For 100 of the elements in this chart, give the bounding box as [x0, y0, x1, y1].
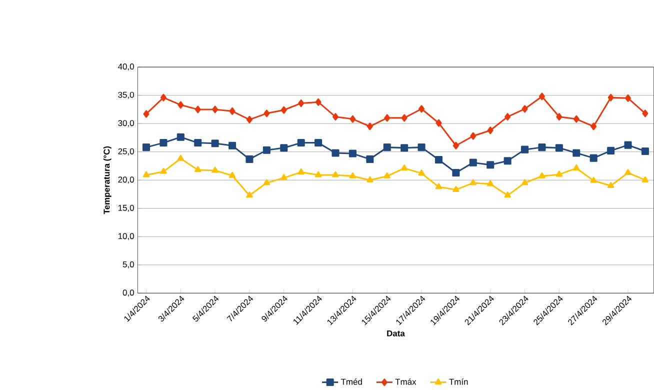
point [590, 176, 597, 183]
point [556, 113, 562, 121]
point [624, 94, 632, 102]
point [435, 183, 442, 190]
point [194, 106, 201, 114]
point [434, 156, 443, 164]
point [538, 92, 545, 100]
point [350, 115, 356, 123]
point [470, 179, 477, 186]
point [590, 154, 598, 162]
point [418, 144, 426, 152]
point [607, 182, 614, 188]
y-tick-label: 25,0 [118, 148, 134, 156]
point [297, 139, 305, 147]
point [418, 105, 425, 113]
point [538, 172, 546, 178]
point [521, 146, 529, 154]
point [177, 154, 184, 161]
point [384, 172, 390, 178]
point [573, 164, 580, 171]
point [522, 105, 528, 113]
point [160, 94, 166, 102]
point [418, 170, 425, 176]
point [160, 168, 167, 174]
point [280, 144, 288, 152]
point [556, 170, 563, 177]
y-tick-label: 0,0 [122, 290, 134, 297]
point [315, 98, 322, 106]
point [573, 115, 580, 123]
point [521, 179, 528, 186]
point [383, 144, 391, 152]
point [538, 144, 546, 152]
point [504, 192, 511, 198]
point [194, 166, 202, 172]
point [143, 110, 150, 118]
point [366, 155, 374, 164]
point [487, 126, 494, 134]
point [211, 140, 219, 148]
point [178, 101, 184, 109]
point [608, 94, 614, 102]
x-axis-title: Data [387, 330, 405, 336]
point [160, 139, 168, 147]
y-tick-label: 35,0 [118, 92, 134, 99]
point [452, 186, 460, 192]
point [332, 171, 339, 178]
point [555, 144, 563, 152]
y-tick-label: 20,0 [118, 176, 134, 184]
point [332, 149, 340, 157]
point [452, 169, 460, 177]
legend-label: Tmáx [395, 378, 416, 385]
point [262, 146, 270, 154]
point [400, 164, 408, 171]
point [142, 171, 150, 178]
point [436, 119, 442, 127]
point [642, 176, 649, 182]
point [504, 113, 511, 121]
point [469, 158, 477, 166]
y-axis-title: Temperatura (°C) [103, 146, 112, 214]
point [642, 110, 648, 118]
point [366, 122, 373, 130]
legend-label: Tmín [449, 378, 468, 385]
point [624, 141, 632, 149]
point [280, 174, 288, 180]
y-tick-label: 10,0 [118, 233, 134, 240]
point [504, 157, 512, 165]
point [246, 116, 252, 124]
point [176, 133, 184, 141]
point [212, 106, 218, 114]
point [384, 114, 390, 122]
point [264, 110, 270, 118]
point [228, 142, 236, 150]
point [263, 179, 270, 186]
point [590, 122, 597, 130]
point [641, 148, 649, 156]
point [298, 100, 304, 108]
legend-label: Tméd [340, 378, 362, 385]
point [314, 139, 322, 147]
point [401, 114, 408, 122]
point [298, 168, 304, 175]
point [228, 172, 236, 178]
point [246, 155, 254, 164]
point [486, 161, 494, 169]
point [194, 139, 202, 147]
y-tick-label: 30,0 [118, 120, 134, 128]
point [400, 144, 408, 152]
y-tick-label: 5,0 [122, 261, 134, 268]
point [366, 176, 374, 182]
point [348, 150, 356, 158]
point [349, 172, 356, 178]
point [486, 180, 494, 186]
point [142, 144, 150, 152]
point [314, 171, 322, 178]
point [280, 106, 287, 114]
point [332, 113, 339, 121]
point [607, 146, 615, 155]
point [246, 192, 253, 198]
point [212, 166, 218, 173]
y-tick-label: 15,0 [118, 204, 134, 212]
point [470, 132, 476, 140]
point [452, 142, 459, 150]
